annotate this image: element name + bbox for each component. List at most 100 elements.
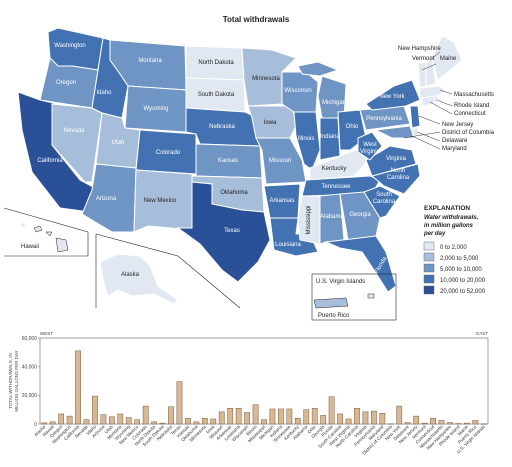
bar [193, 421, 200, 425]
callout-rhode-island: Rhode Island [454, 103, 489, 109]
state-new-mexico [133, 169, 193, 233]
bar [404, 422, 411, 425]
label-michigan: Michigan [322, 100, 346, 106]
label-usvi: U.S. Virgin Islands [316, 279, 365, 285]
bar [201, 418, 208, 425]
state-new-jersey [409, 105, 421, 129]
bar [235, 407, 242, 425]
bar [371, 410, 377, 425]
bar [447, 422, 453, 425]
northeast-callouts: New Hampshire Vermont Massachusetts Rhod… [398, 46, 495, 152]
state-west-virginia [357, 131, 383, 161]
label-kansas: Kansas [218, 158, 238, 164]
bar [328, 396, 335, 425]
state-georgia [339, 191, 381, 241]
y-axis-label-2: MILLION GALLONS PER DAY [14, 350, 19, 411]
label-missouri: Missouri [269, 158, 291, 164]
bar [379, 413, 386, 425]
callout-new-hampshire: New Hampshire [398, 46, 441, 52]
label-alaska: Alaska [121, 272, 140, 278]
label-pennsylvania: Pennsylvania [366, 116, 402, 122]
plot-frame [39, 337, 489, 425]
label-alabama: Alabama [320, 214, 344, 220]
state-virginia [365, 145, 417, 177]
bar [117, 413, 124, 425]
label-georgia: Georgia [349, 212, 371, 218]
state-michigan-up [297, 61, 340, 77]
bar [83, 419, 90, 425]
legend-label: 20,000 to 52,000 [440, 289, 486, 295]
label-kentucky: Kentucky [322, 166, 347, 172]
bar [49, 421, 56, 425]
label-oklahoma: Oklahoma [220, 190, 248, 196]
label-new-mexico: New Mexico [144, 198, 177, 204]
bar [210, 418, 217, 425]
state-delaware [411, 127, 419, 137]
label-south-dakota: South Dakota [198, 92, 235, 98]
bar [252, 404, 259, 425]
bar [168, 406, 174, 425]
legend-label: 10,000 to 20,000 [440, 278, 486, 284]
bar [337, 413, 343, 425]
state-new-york [365, 79, 421, 111]
label-texas: Texas [224, 228, 240, 234]
legend-subtitle-3: per day [423, 231, 446, 237]
label-hawaii: Hawaii [21, 244, 39, 250]
category-label: Utah [104, 424, 115, 435]
bar [286, 408, 293, 425]
label-tennessee: Tennessee [321, 184, 351, 190]
map-legend: EXPLANATION Water withdrawals, in millio… [423, 205, 486, 295]
label-mississippi: Mississippi [306, 205, 312, 234]
bar [438, 420, 445, 425]
bar [185, 418, 191, 425]
hawaii-inset: Hawaii [3, 207, 89, 257]
label-iowa: Iowa [264, 120, 277, 126]
legend-subtitle-1: Water withdrawals, [424, 215, 479, 221]
label-west-virginia-2: Virginia [360, 149, 381, 155]
bar [66, 415, 73, 425]
label-south-carolina-2: Carolina [373, 199, 396, 205]
bar [41, 422, 48, 425]
label-washington: Washington [54, 43, 85, 49]
label-puerto-rico: Puerto Rico [318, 313, 350, 319]
legend-title: EXPLANATION [424, 205, 470, 212]
bar [463, 422, 470, 425]
bar [311, 407, 318, 425]
bar [108, 416, 115, 425]
east-label: EAST [476, 331, 488, 336]
label-west-virginia-1: West [363, 142, 377, 148]
label-indiana: Indiana [320, 134, 340, 140]
bar [125, 417, 132, 425]
bar [472, 420, 479, 425]
bar [430, 418, 436, 425]
state-hawaii [19, 221, 27, 229]
us-map: Washington Oregon California Nevada Idah… [3, 27, 495, 321]
legend-swatch [423, 241, 435, 251]
legend-label: 2,000 to 5,000 [440, 256, 479, 262]
bar [176, 381, 183, 425]
state-alaska [99, 253, 179, 305]
category-label: Iowa [205, 424, 216, 435]
label-arizona: Arizona [96, 196, 117, 202]
bar [303, 409, 310, 425]
label-utah: Utah [112, 140, 125, 146]
label-new-york: New York [379, 94, 405, 100]
label-north-carolina-2: Carolina [387, 175, 410, 181]
callout-delaware: Delaware [442, 138, 468, 144]
bar [362, 411, 369, 425]
legend-items: 0 to 2,000 2,000 to 5,000 5,000 to 10,000 1… [423, 241, 486, 295]
legend-label: 0 to 2,000 [440, 245, 467, 251]
bar [413, 415, 420, 425]
bar [142, 405, 149, 425]
label-arkansas: Arkansas [269, 198, 294, 204]
label-oregon: Oregon [56, 80, 76, 86]
category-label: Idaho [85, 424, 97, 436]
y-tick-label: 0 [34, 422, 37, 428]
bar [278, 408, 284, 425]
state-south-carolina [363, 185, 401, 219]
label-louisiana: Louisiana [275, 242, 301, 248]
bar [396, 405, 403, 425]
y-axis-label-1: TOTAL WITHDRAWALS, IN [8, 353, 13, 409]
y-tick-label: 60,000 [22, 336, 38, 342]
